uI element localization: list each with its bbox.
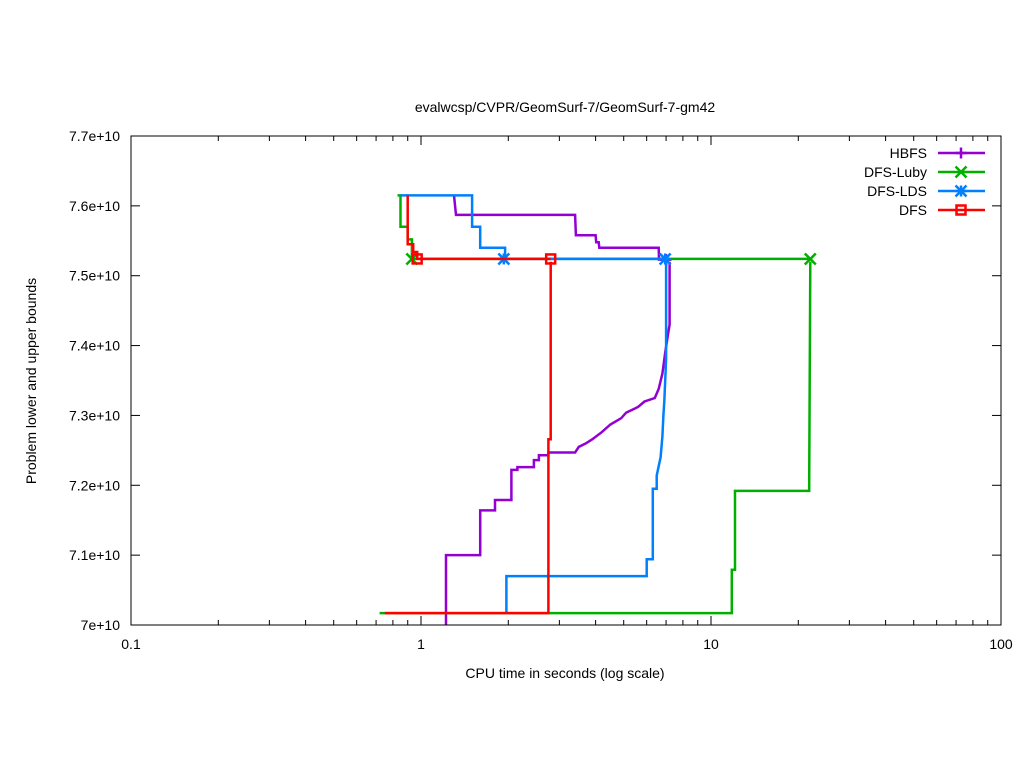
x-tick-label: 0.1 (121, 636, 141, 652)
legend-marker-dfs (955, 204, 967, 216)
dfs-lower-bound-line (384, 261, 552, 615)
legend-label-dfs-lds: DFS-LDS (867, 183, 927, 199)
legend-marker-dfs-luby (954, 165, 968, 179)
y-tick-label: 7.5e+10 (69, 268, 120, 284)
dfs-lds-lower-bound-line (505, 261, 668, 614)
x-tick-label: 1 (417, 636, 425, 652)
hbfs-upper-bound-line (452, 195, 667, 261)
dfs-lds-upper-bound-line (400, 194, 667, 261)
legend-label-hbfs: HBFS (890, 145, 927, 161)
dfs-upper-bound-line (406, 195, 551, 261)
legend: HBFS DFS-Luby DFS-LDS DFS (864, 145, 985, 218)
dfs-luby-upper-bound-line (397, 194, 811, 261)
y-tick-label: 7.7e+10 (69, 128, 120, 144)
y-tick-label: 7.1e+10 (69, 547, 120, 563)
chart-title: evalwcsp/CVPR/GeomSurf-7/GeomSurf-7-gm42 (415, 99, 716, 115)
x-tick-label: 10 (703, 636, 719, 652)
legend-label-dfs-luby: DFS-Luby (864, 164, 927, 180)
y-tick-label: 7.3e+10 (69, 407, 120, 423)
legend-marker-dfs-lds (954, 184, 968, 198)
dfs-luby-marker (803, 252, 817, 266)
series-dfs (384, 195, 557, 615)
hbfs-lower-bound-line (444, 261, 671, 625)
dfs-marker (544, 253, 557, 265)
series-layer (379, 194, 817, 625)
y-tick-label: 7.6e+10 (69, 198, 120, 214)
y-tick-label: 7.2e+10 (69, 477, 120, 493)
y-tick-label: 7.4e+10 (69, 338, 120, 354)
legend-label-dfs: DFS (899, 202, 927, 218)
legend-marker-hbfs (955, 147, 967, 159)
y-axis-label: Problem lower and upper bounds (23, 278, 39, 484)
dfs-luby-lower-bound-line (379, 261, 812, 615)
x-axis-label: CPU time in seconds (log scale) (465, 665, 664, 681)
y-tick-label: 7e+10 (81, 617, 121, 633)
x-tick-label: 100 (989, 636, 1013, 652)
dfs-marker (411, 253, 423, 265)
plot-frame (130, 135, 1002, 626)
axes: 0.1 1 10 100 7e+10 7.1e+10 7.2e+10 7.3e+10 7.4e+… (69, 128, 1013, 652)
dfs-lds-marker (658, 252, 672, 266)
